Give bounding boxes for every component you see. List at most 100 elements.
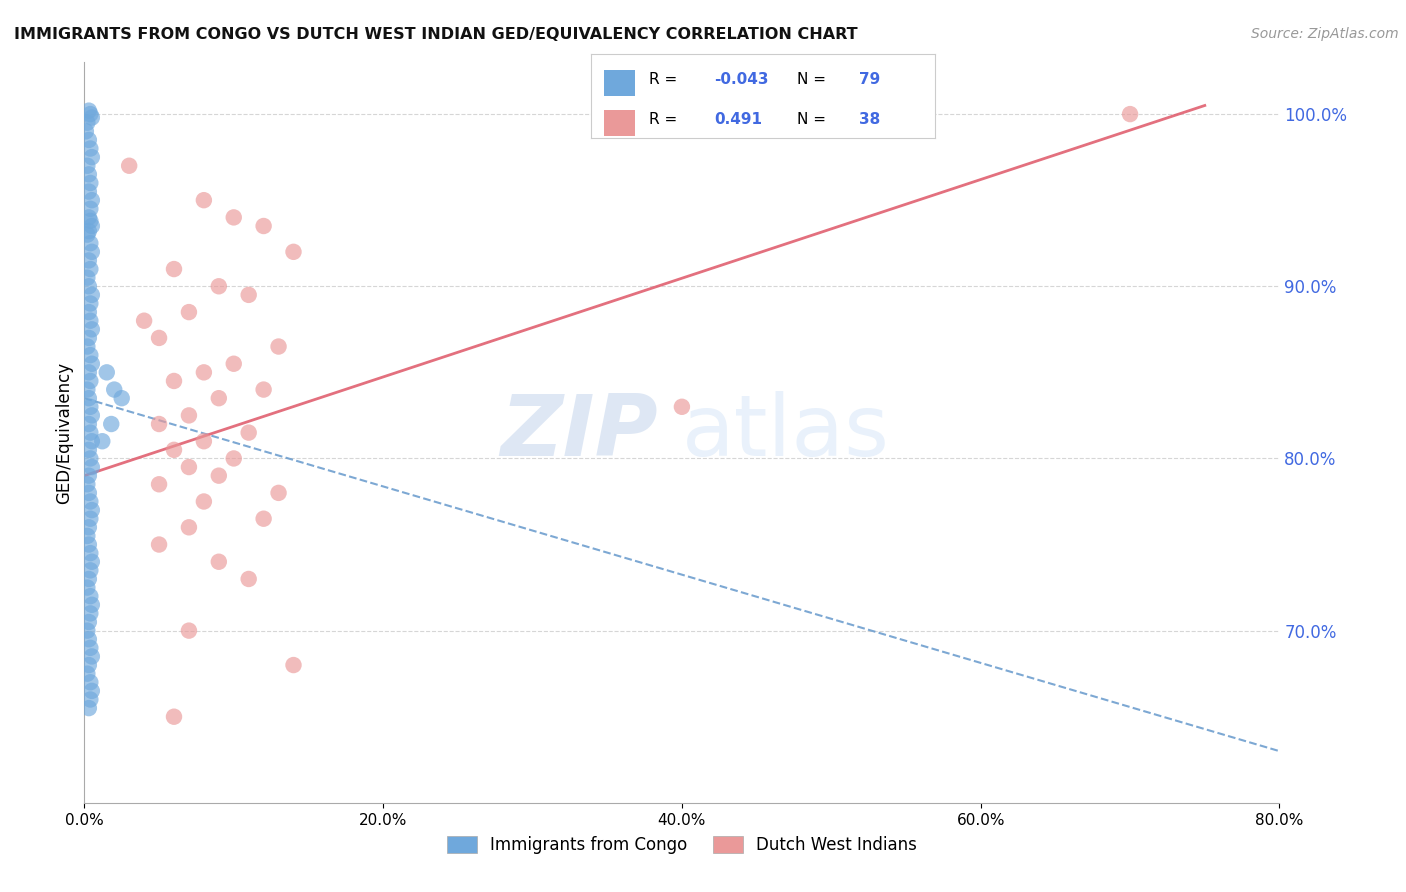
Point — [253, 383, 276, 397]
Point — [76, 581, 98, 595]
Point — [80, 649, 103, 664]
Point — [80, 322, 103, 336]
Point — [267, 486, 290, 500]
Point — [208, 279, 231, 293]
Point — [79, 607, 101, 621]
Point — [76, 477, 98, 491]
Point — [77, 572, 100, 586]
Y-axis label: GED/Equivalency: GED/Equivalency — [55, 361, 73, 504]
Point — [76, 666, 98, 681]
Point — [111, 391, 134, 405]
Point — [177, 409, 200, 423]
Point — [77, 133, 100, 147]
Point — [79, 425, 101, 440]
Point — [267, 339, 290, 353]
Text: IMMIGRANTS FROM CONGO VS DUTCH WEST INDIAN GED/EQUIVALENCY CORRELATION CHART: IMMIGRANTS FROM CONGO VS DUTCH WEST INDI… — [14, 27, 858, 42]
Point — [77, 615, 100, 629]
Point — [76, 227, 98, 242]
Point — [79, 589, 101, 603]
Point — [177, 624, 200, 638]
Point — [238, 572, 260, 586]
Point — [80, 111, 103, 125]
Point — [79, 494, 101, 508]
Point — [222, 357, 245, 371]
Point — [80, 434, 103, 449]
Point — [80, 460, 103, 475]
Point — [76, 529, 98, 543]
Point — [208, 555, 231, 569]
Point — [79, 296, 101, 310]
Point — [177, 520, 200, 534]
Point — [76, 159, 98, 173]
Point — [80, 244, 103, 259]
Point — [79, 348, 101, 362]
Point — [77, 391, 100, 405]
Point — [79, 107, 101, 121]
Point — [80, 193, 103, 207]
Point — [77, 486, 100, 500]
Point — [80, 219, 103, 233]
Point — [80, 409, 103, 423]
Text: Source: ZipAtlas.com: Source: ZipAtlas.com — [1251, 27, 1399, 41]
FancyBboxPatch shape — [605, 111, 636, 136]
Text: N =: N = — [797, 72, 831, 87]
Point — [79, 451, 101, 466]
Point — [79, 202, 101, 216]
Point — [118, 159, 141, 173]
Text: R =: R = — [650, 72, 682, 87]
Point — [80, 684, 103, 698]
Legend: Immigrants from Congo, Dutch West Indians: Immigrants from Congo, Dutch West Indian… — [440, 830, 924, 861]
Point — [163, 374, 186, 388]
Point — [208, 391, 231, 405]
Point — [148, 537, 170, 551]
Point — [253, 512, 276, 526]
Point — [79, 640, 101, 655]
Point — [671, 400, 693, 414]
Point — [77, 305, 100, 319]
Point — [77, 185, 100, 199]
Point — [80, 357, 103, 371]
Point — [79, 142, 101, 156]
Point — [193, 494, 215, 508]
Point — [193, 365, 215, 379]
Point — [77, 253, 100, 268]
Point — [79, 692, 101, 706]
Point — [132, 314, 156, 328]
Point — [77, 279, 100, 293]
Point — [77, 103, 100, 118]
Point — [79, 546, 101, 560]
Text: 0.491: 0.491 — [714, 112, 762, 128]
Text: N =: N = — [797, 112, 831, 128]
Point — [283, 658, 305, 673]
Point — [193, 193, 215, 207]
Point — [79, 400, 101, 414]
Point — [177, 460, 200, 475]
Point — [80, 150, 103, 164]
Point — [193, 434, 215, 449]
Point — [148, 417, 170, 431]
Point — [163, 442, 186, 457]
Point — [79, 314, 101, 328]
Point — [91, 434, 114, 449]
Point — [79, 512, 101, 526]
Point — [177, 305, 200, 319]
Point — [148, 331, 170, 345]
Point — [222, 451, 245, 466]
Point — [79, 563, 101, 577]
Point — [163, 262, 186, 277]
Point — [75, 124, 97, 138]
Text: atlas: atlas — [682, 391, 890, 475]
Point — [253, 219, 276, 233]
Point — [79, 675, 101, 690]
Point — [77, 167, 100, 181]
Point — [76, 116, 98, 130]
Text: 38: 38 — [859, 112, 880, 128]
Point — [80, 555, 103, 569]
Point — [77, 701, 100, 715]
Point — [100, 417, 122, 431]
Point — [80, 598, 103, 612]
Point — [283, 244, 305, 259]
Point — [76, 339, 98, 353]
Point — [77, 520, 100, 534]
Point — [77, 537, 100, 551]
